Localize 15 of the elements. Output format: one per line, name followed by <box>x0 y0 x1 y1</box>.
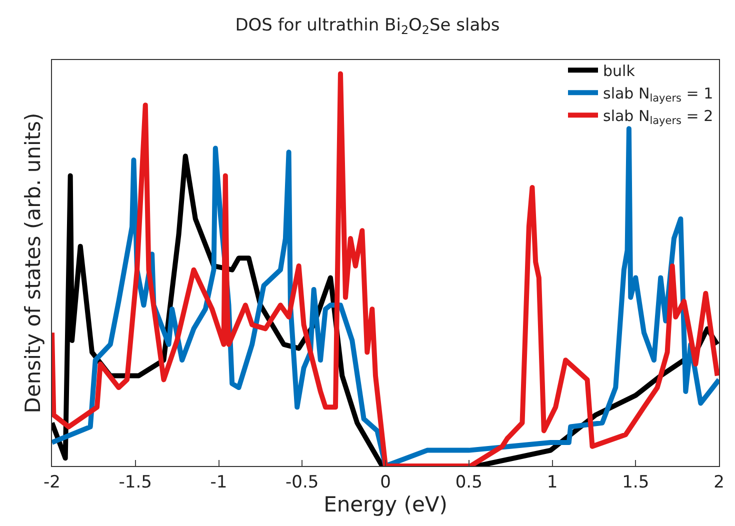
x-axis-title: Energy (eV) <box>324 492 448 516</box>
x-tick-label: -2 <box>44 472 60 492</box>
chart-title: DOS for ultrathin Bi$_{2}$O$_{2}$Se slabs <box>235 15 500 37</box>
x-tick-label: -0.5 <box>286 472 319 492</box>
legend-label: slab N$_{layers}$ = 2 <box>603 107 714 128</box>
legend-label: bulk <box>603 62 636 80</box>
x-tick-label: -1 <box>210 472 228 492</box>
y-axis-title: Density of states (arb. units) <box>21 112 46 414</box>
x-tick-label: 0.5 <box>455 472 482 492</box>
x-tick-label: 2 <box>714 472 724 492</box>
x-tick-label: 0 <box>380 472 391 492</box>
legend-label: slab N$_{layers}$ = 1 <box>603 84 714 105</box>
x-tick-label: -1.5 <box>118 472 152 492</box>
x-tick-label: 1 <box>546 472 558 492</box>
x-tick-label: 1.5 <box>622 472 650 492</box>
